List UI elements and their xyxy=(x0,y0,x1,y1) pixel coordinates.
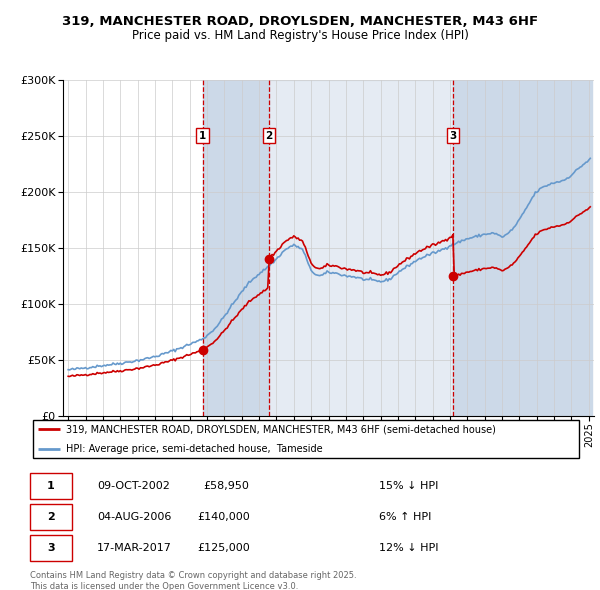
Text: 1: 1 xyxy=(47,481,55,491)
Text: £58,950: £58,950 xyxy=(204,481,250,491)
Bar xyxy=(453,80,592,416)
Text: £140,000: £140,000 xyxy=(197,512,250,522)
Text: 17-MAR-2017: 17-MAR-2017 xyxy=(97,543,172,553)
Text: 09-OCT-2002: 09-OCT-2002 xyxy=(97,481,170,491)
Text: 319, MANCHESTER ROAD, DROYLSDEN, MANCHESTER, M43 6HF: 319, MANCHESTER ROAD, DROYLSDEN, MANCHES… xyxy=(62,15,538,28)
FancyBboxPatch shape xyxy=(33,419,579,458)
Text: 2: 2 xyxy=(47,512,55,522)
Text: 1: 1 xyxy=(199,131,206,140)
Text: 15% ↓ HPI: 15% ↓ HPI xyxy=(379,481,439,491)
Text: 12% ↓ HPI: 12% ↓ HPI xyxy=(379,543,439,553)
Text: 319, MANCHESTER ROAD, DROYLSDEN, MANCHESTER, M43 6HF (semi-detached house): 319, MANCHESTER ROAD, DROYLSDEN, MANCHES… xyxy=(66,424,496,434)
Bar xyxy=(269,80,453,416)
Text: HPI: Average price, semi-detached house,  Tameside: HPI: Average price, semi-detached house,… xyxy=(66,444,323,454)
Text: £125,000: £125,000 xyxy=(197,543,250,553)
Text: 3: 3 xyxy=(449,131,457,140)
Text: Contains HM Land Registry data © Crown copyright and database right 2025.
This d: Contains HM Land Registry data © Crown c… xyxy=(30,571,356,590)
FancyBboxPatch shape xyxy=(29,473,72,499)
Text: 3: 3 xyxy=(47,543,55,553)
FancyBboxPatch shape xyxy=(29,504,72,530)
Text: 2: 2 xyxy=(266,131,273,140)
Text: 6% ↑ HPI: 6% ↑ HPI xyxy=(379,512,431,522)
FancyBboxPatch shape xyxy=(29,535,72,560)
Text: Price paid vs. HM Land Registry's House Price Index (HPI): Price paid vs. HM Land Registry's House … xyxy=(131,30,469,42)
Text: 04-AUG-2006: 04-AUG-2006 xyxy=(97,512,172,522)
Bar xyxy=(203,80,269,416)
